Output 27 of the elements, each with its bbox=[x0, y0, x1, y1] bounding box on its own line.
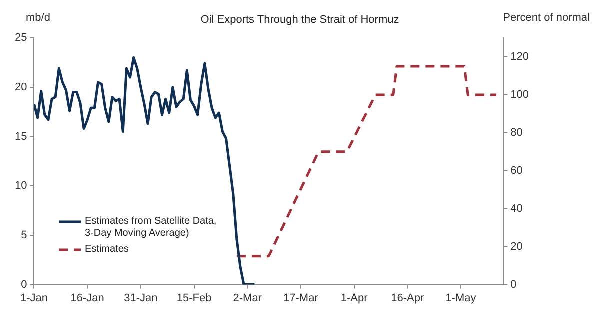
y2-axis-title: Percent of normal bbox=[503, 12, 590, 24]
x-tick-label: 1-May bbox=[446, 292, 477, 304]
y-tick-label: 0 bbox=[21, 278, 28, 291]
y2-tick-label: 120 bbox=[510, 51, 530, 64]
x-tick-label: 15-Feb bbox=[176, 292, 212, 304]
x-tick-label: 16-Apr bbox=[391, 292, 424, 304]
x-tick-label: 1-Apr bbox=[340, 292, 368, 304]
y-tick-label: 20 bbox=[14, 81, 28, 94]
y-axis-title: mb/d bbox=[26, 12, 50, 24]
x-tick-label: 17-Mar bbox=[284, 292, 319, 304]
y2-tick-label: 0 bbox=[510, 278, 517, 291]
x-tick-label: 31-Jan bbox=[124, 292, 158, 304]
y2-tick-label: 80 bbox=[510, 126, 523, 139]
y-tick-label: 10 bbox=[14, 180, 28, 192]
legend-label: Estimates from Satellite Data, 3-Day Moving Average) bbox=[85, 216, 218, 240]
x-tick-label: 16-Jan bbox=[70, 292, 104, 304]
x-tick-label: 2-Mar bbox=[233, 292, 262, 304]
x-tick-label: 1-Jan bbox=[20, 292, 48, 304]
y2-tick-label: 60 bbox=[510, 164, 523, 177]
y-tick-label: 15 bbox=[14, 130, 28, 143]
y-tick-label: 5 bbox=[21, 229, 28, 242]
chart-title: Oil Exports Through the Strait of Hormuz bbox=[200, 14, 400, 26]
legend-label: Estimates bbox=[85, 244, 130, 256]
y-tick-label: 25 bbox=[14, 32, 28, 44]
y2-tick-label: 40 bbox=[510, 202, 523, 215]
y2-tick-label: 100 bbox=[510, 88, 530, 101]
y2-tick-label: 20 bbox=[510, 240, 523, 253]
